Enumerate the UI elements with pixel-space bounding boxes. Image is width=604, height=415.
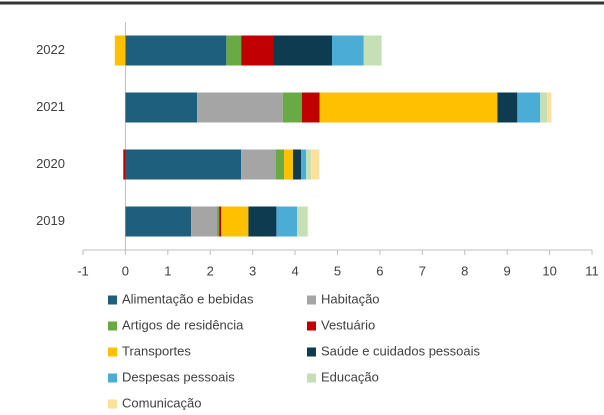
legend-label: Alimentação e bebidas <box>122 291 254 306</box>
legend-swatch <box>108 399 117 409</box>
bar-segment <box>284 149 293 180</box>
bar-segment <box>540 92 548 123</box>
x-tick-label: -1 <box>77 263 89 278</box>
bar-segment <box>114 35 126 66</box>
bar-segment <box>306 149 312 180</box>
legend-swatch <box>108 347 117 357</box>
x-tick-label: 10 <box>542 263 556 278</box>
bar-segment <box>275 149 285 180</box>
bar-segment <box>547 92 552 123</box>
y-tick-label: 2021 <box>36 99 65 114</box>
x-tick-label: 6 <box>376 263 383 278</box>
legend-label: Educação <box>321 369 379 384</box>
legend-swatch <box>108 295 117 305</box>
y-tick-label: 2022 <box>36 42 65 57</box>
bar-segment <box>363 35 382 66</box>
y-tick-label: 2019 <box>36 213 65 228</box>
legend-swatch <box>108 321 117 331</box>
legend-swatch <box>307 295 316 305</box>
legend-label: Vestuário <box>321 317 375 332</box>
x-tick-label: 1 <box>164 263 171 278</box>
bar-segment <box>292 149 302 180</box>
bar-segment <box>319 92 498 123</box>
bar-segment <box>221 206 249 237</box>
x-tick-label: 8 <box>461 263 468 278</box>
bar-segment <box>282 92 302 123</box>
bar-segment <box>125 206 192 237</box>
legend-label: Habitação <box>321 291 380 306</box>
bar-segment <box>197 92 283 123</box>
bar-segment <box>241 149 276 180</box>
bar-segment <box>497 92 518 123</box>
bar-segment <box>301 92 320 123</box>
bar-segment <box>241 35 274 66</box>
bar-segment <box>217 206 220 237</box>
bar-segment <box>311 149 320 180</box>
bar-segment <box>331 35 364 66</box>
bar-segment <box>123 149 126 180</box>
bar-segment <box>297 206 308 237</box>
bar-segment <box>125 149 242 180</box>
legend-label: Despesas pessoais <box>122 369 235 384</box>
x-tick-label: 9 <box>504 263 511 278</box>
legend-label: Comunicação <box>122 395 202 410</box>
x-tick-label: 11 <box>585 263 599 278</box>
x-tick-label: 2 <box>207 263 214 278</box>
x-tick-label: 7 <box>419 263 426 278</box>
bar-segment <box>125 35 227 66</box>
bar-segment <box>248 206 277 237</box>
legend-label: Saúde e cuidados pessoais <box>321 343 481 358</box>
bar-segment <box>125 92 198 123</box>
bar-segment <box>273 35 332 66</box>
x-tick-label: 0 <box>122 263 129 278</box>
legend-label: Transportes <box>122 343 191 358</box>
bar-segment <box>219 206 222 237</box>
x-tick-label: 5 <box>334 263 341 278</box>
legend-swatch <box>108 373 117 383</box>
x-tick-label: 4 <box>291 263 298 278</box>
legend-swatch <box>307 321 316 331</box>
bar-segment <box>307 206 309 237</box>
x-tick-label: 3 <box>249 263 256 278</box>
bar-segment <box>301 149 307 180</box>
bar-segment <box>276 206 298 237</box>
legend-label: Artigos de residência <box>122 317 244 332</box>
legend-swatch <box>307 373 316 383</box>
bar-segment <box>226 35 242 66</box>
y-tick-label: 2020 <box>36 156 65 171</box>
legend-swatch <box>307 347 316 357</box>
bar-segment <box>517 92 541 123</box>
bar-segment <box>191 206 218 237</box>
